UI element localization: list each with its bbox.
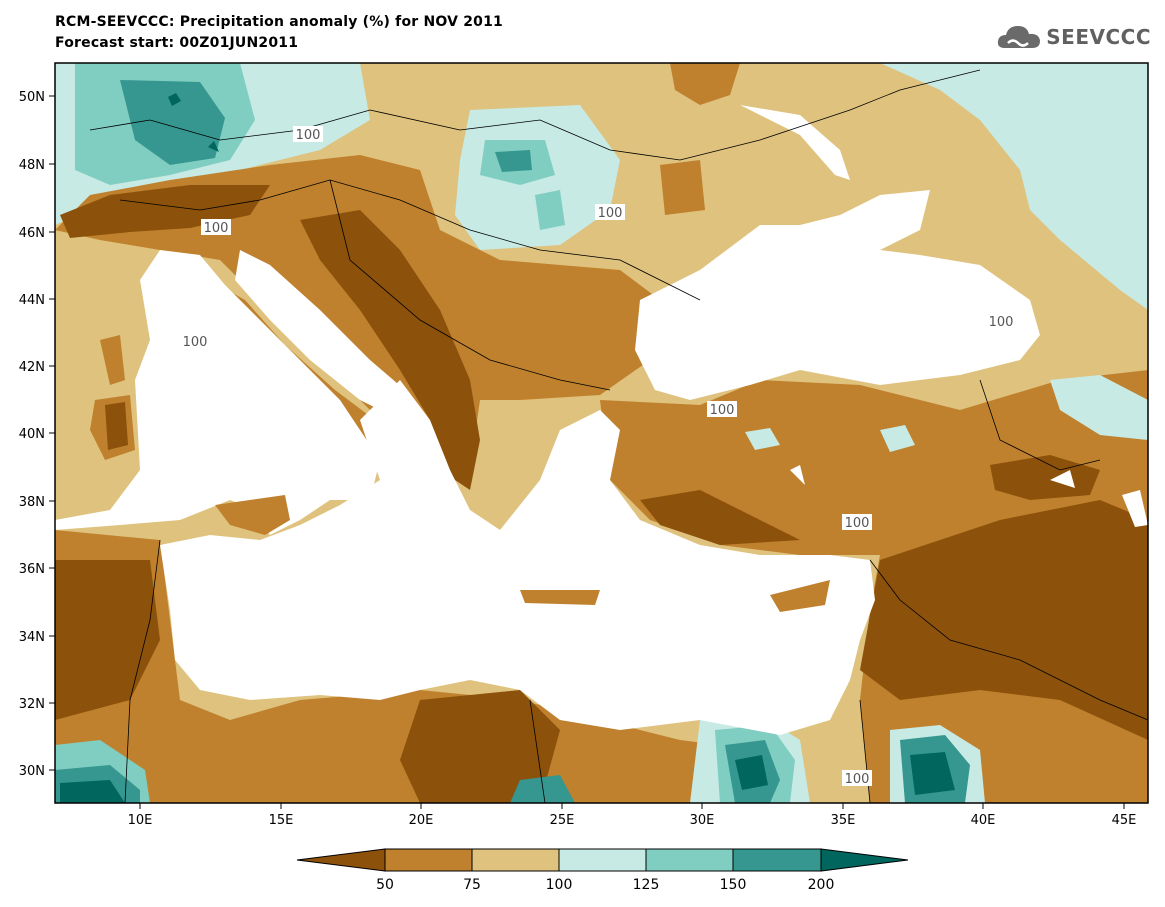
svg-text:44N: 44N <box>19 293 45 308</box>
svg-text:100: 100 <box>710 403 735 418</box>
contour-label: 100 <box>986 313 1016 330</box>
logo-text: SEEVCCC <box>1046 25 1151 49</box>
svg-text:40N: 40N <box>19 427 45 442</box>
svg-text:20E: 20E <box>409 813 434 828</box>
svg-text:100: 100 <box>204 221 229 236</box>
legend-label: 150 <box>720 877 747 893</box>
cloud-icon <box>998 26 1041 48</box>
map-title: RCM-SEEVCCC: Precipitation anomaly (%) f… <box>55 14 503 30</box>
contour-labels: 100 100 100 100 100 100 100 100 <box>180 126 1016 787</box>
lat-tick-46n: 46N <box>19 226 55 241</box>
svg-text:25E: 25E <box>550 813 575 828</box>
svg-text:100: 100 <box>598 206 623 221</box>
contour-label: 100 <box>842 514 872 531</box>
lat-tick-36n: 36N <box>19 562 55 577</box>
legend-colorbar: 50 75 100 125 150 200 <box>296 848 909 893</box>
svg-text:46N: 46N <box>19 226 45 241</box>
seevccc-logo: SEEVCCC <box>996 22 1151 52</box>
legend-swatch-above-200 <box>820 848 909 872</box>
svg-text:100: 100 <box>183 335 208 350</box>
lon-tick-20e: 20E <box>409 803 434 828</box>
legend-swatch-150-200 <box>732 848 822 872</box>
longitude-axis: 10E 15E 20E 25E 30E 35E 40E 45E <box>128 803 1137 828</box>
lon-tick-35e: 35E <box>831 803 856 828</box>
legend-label: 75 <box>463 877 481 893</box>
svg-text:34N: 34N <box>19 630 45 645</box>
svg-text:40E: 40E <box>971 813 996 828</box>
svg-text:100: 100 <box>296 128 321 143</box>
svg-text:30N: 30N <box>19 764 45 779</box>
legend-swatch-125-150 <box>645 848 734 872</box>
contour-label: 100 <box>293 126 323 143</box>
svg-text:32N: 32N <box>19 697 45 712</box>
svg-text:10E: 10E <box>128 813 153 828</box>
lat-tick-30n: 30N <box>19 764 55 779</box>
contour-label: 100 <box>180 333 210 350</box>
svg-text:38N: 38N <box>19 495 45 510</box>
latitude-axis: 50N 48N 46N 44N 42N 40N 38N 36N 34N 32N … <box>19 90 55 779</box>
svg-text:36N: 36N <box>19 562 45 577</box>
lon-tick-25e: 25E <box>550 803 575 828</box>
lat-tick-42n: 42N <box>19 360 55 375</box>
lon-tick-15e: 15E <box>269 803 294 828</box>
contour-label: 100 <box>707 401 737 418</box>
legend-label: 50 <box>376 877 394 893</box>
contour-label: 100 <box>201 219 231 236</box>
lat-tick-34n: 34N <box>19 630 55 645</box>
svg-text:45E: 45E <box>1112 813 1137 828</box>
lon-tick-40e: 40E <box>971 803 996 828</box>
lon-tick-30e: 30E <box>690 803 715 828</box>
country-borders <box>89 69 1148 803</box>
svg-text:35E: 35E <box>831 813 856 828</box>
legend-label: 200 <box>808 877 835 893</box>
svg-text:100: 100 <box>845 772 870 787</box>
svg-text:42N: 42N <box>19 360 45 375</box>
lat-tick-48n: 48N <box>19 158 55 173</box>
svg-text:100: 100 <box>989 315 1014 330</box>
legend-label: 125 <box>633 877 660 893</box>
legend-swatch-100-125 <box>558 848 647 872</box>
lat-tick-32n: 32N <box>19 697 55 712</box>
svg-text:15E: 15E <box>269 813 294 828</box>
lat-tick-50n: 50N <box>19 90 55 105</box>
svg-text:100: 100 <box>845 516 870 531</box>
lat-tick-40n: 40N <box>19 427 55 442</box>
contour-label: 100 <box>842 770 872 787</box>
svg-text:30E: 30E <box>690 813 715 828</box>
legend-swatch-50-75 <box>384 848 473 872</box>
legend-label: 100 <box>546 877 573 893</box>
svg-text:48N: 48N <box>19 158 45 173</box>
lat-tick-38n: 38N <box>19 495 55 510</box>
legend-swatch-75-100 <box>471 848 560 872</box>
forecast-start-label: Forecast start: 00Z01JUN2011 <box>55 35 299 51</box>
lat-tick-44n: 44N <box>19 293 55 308</box>
lon-tick-45e: 45E <box>1112 803 1137 828</box>
svg-text:50N: 50N <box>19 90 45 105</box>
contour-label: 100 <box>595 204 625 221</box>
anomaly-field <box>55 63 1148 803</box>
legend-swatch-below-50 <box>296 848 386 872</box>
lon-tick-10e: 10E <box>128 803 153 828</box>
